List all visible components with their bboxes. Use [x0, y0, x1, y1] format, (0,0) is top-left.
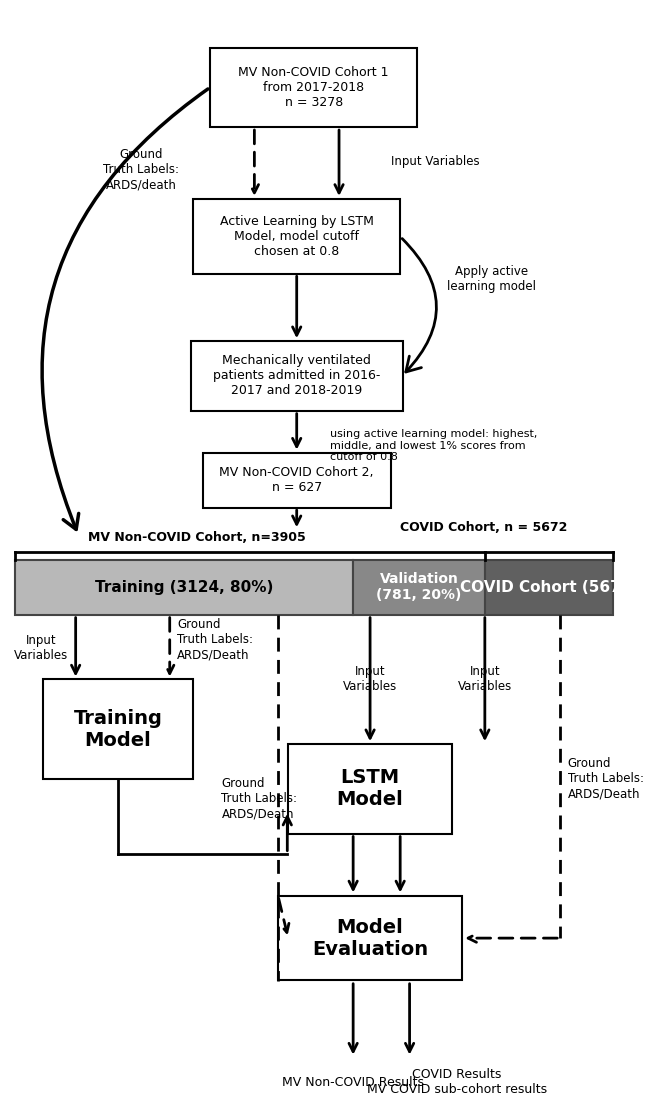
Text: Model
Evaluation: Model Evaluation — [312, 917, 428, 959]
Bar — [485, 560, 613, 615]
Text: MV Non-COVID Cohort 2,
n = 627: MV Non-COVID Cohort 2, n = 627 — [220, 466, 374, 494]
Text: using active learning model: highest,
middle, and lowest 1% scores from
cutoff o: using active learning model: highest, mi… — [329, 429, 537, 463]
Text: LSTM
Model: LSTM Model — [337, 768, 403, 810]
Bar — [194, 199, 400, 274]
Bar — [203, 452, 391, 507]
Text: Mechanically ventilated
patients admitted in 2016-
2017 and 2018-2019: Mechanically ventilated patients admitte… — [213, 354, 380, 398]
Text: Ground
Truth Labels:
ARDS/death: Ground Truth Labels: ARDS/death — [104, 149, 180, 192]
Text: COVID Results
MV COVID sub-cohort results: COVID Results MV COVID sub-cohort result… — [367, 1068, 546, 1096]
Text: Apply active
learning model: Apply active learning model — [447, 265, 536, 293]
Text: Training (3124, 80%): Training (3124, 80%) — [94, 580, 273, 595]
Text: Input
Variables: Input Variables — [458, 665, 512, 693]
FancyArrowPatch shape — [42, 88, 208, 530]
Text: COVID Cohort (5672): COVID Cohort (5672) — [460, 580, 638, 595]
Text: Ground
Truth Labels:
ARDS/Death: Ground Truth Labels: ARDS/Death — [567, 757, 644, 801]
Text: MV Non-COVID Results: MV Non-COVID Results — [282, 1076, 424, 1089]
Text: Active Learning by LSTM
Model, model cutoff
chosen at 0.8: Active Learning by LSTM Model, model cut… — [220, 215, 374, 258]
Text: Training
Model: Training Model — [73, 709, 163, 749]
Text: MV Non-COVID Cohort 1
from 2017-2018
n = 3278: MV Non-COVID Cohort 1 from 2017-2018 n =… — [238, 66, 389, 109]
Bar — [191, 342, 403, 411]
Text: COVID Cohort, n = 5672: COVID Cohort, n = 5672 — [400, 521, 567, 533]
Bar — [43, 680, 194, 778]
FancyArrowPatch shape — [402, 239, 436, 372]
Bar — [288, 744, 453, 833]
Bar — [278, 896, 462, 980]
Text: Ground
Truth Labels:
ARDS/Death: Ground Truth Labels: ARDS/Death — [177, 618, 253, 661]
Text: Input
Variables: Input Variables — [14, 634, 68, 662]
Text: Ground
Truth Labels:
ARDS/Death: Ground Truth Labels: ARDS/Death — [222, 777, 297, 820]
Bar — [353, 560, 485, 615]
Text: MV Non-COVID Cohort, n=3905: MV Non-COVID Cohort, n=3905 — [88, 531, 306, 543]
Bar — [210, 47, 417, 128]
Bar — [14, 560, 353, 615]
Text: Input Variables: Input Variables — [391, 156, 480, 168]
Text: Validation
(781, 20%): Validation (781, 20%) — [377, 572, 462, 603]
Text: Input
Variables: Input Variables — [343, 665, 397, 693]
